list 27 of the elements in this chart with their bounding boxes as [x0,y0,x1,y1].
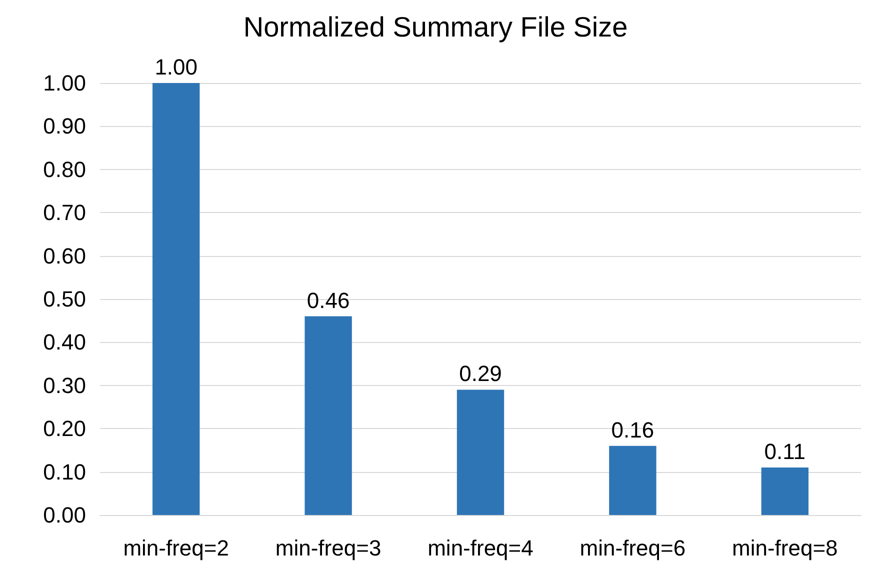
y-tick-label: 0.70 [43,200,86,226]
x-tick-label: min-freq=4 [428,536,534,560]
x-tick-label: min-freq=2 [123,536,229,560]
data-label: 0.46 [306,288,350,313]
y-tick-label: 0.50 [43,286,86,312]
data-label: 0.29 [459,361,502,386]
bar [304,316,352,515]
bar [761,467,808,515]
x-tick-label: min-freq=6 [580,536,686,560]
y-tick-label: 0.20 [43,416,86,442]
y-tick-label: 0.00 [43,502,86,528]
bar [456,390,504,515]
y-tick-label: 0.10 [43,459,86,484]
y-tick-label: 0.40 [43,330,86,355]
x-tick-label: min-freq=3 [275,536,382,560]
data-label: 0.16 [611,417,654,442]
bar [152,83,200,515]
y-tick-label: 0.80 [43,156,86,182]
data-label: 0.11 [764,438,806,464]
chart-title: Normalized Summary File Size [243,12,628,42]
data-label: 1.00 [154,54,198,80]
y-tick-label: 0.90 [43,114,86,139]
y-tick-label: 0.60 [43,243,86,268]
bar [609,446,656,515]
x-tick-label: min-freq=8 [732,536,838,560]
y-tick-label: 1.00 [43,70,86,96]
y-tick-label: 0.30 [43,372,86,398]
